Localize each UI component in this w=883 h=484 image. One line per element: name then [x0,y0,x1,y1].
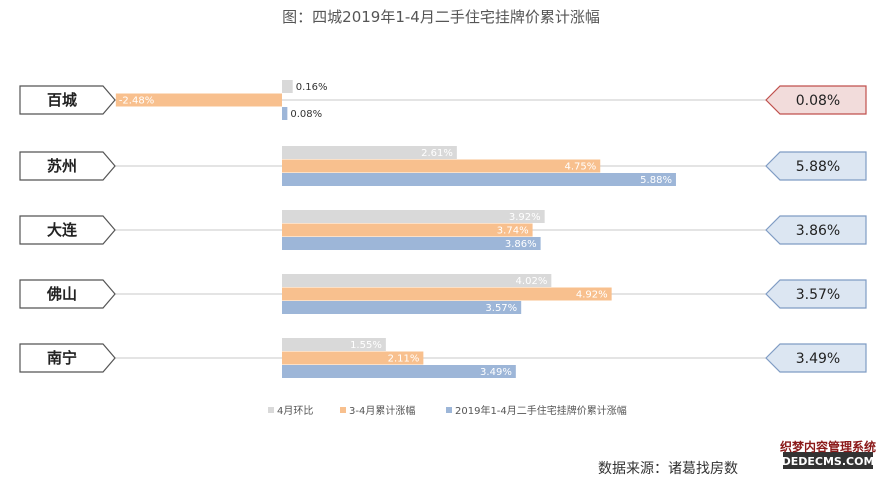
legend-item: 2019年1-4月二手住宅挂牌价累计涨幅 [446,404,627,417]
legend-swatch [268,407,274,413]
chart-rows: 百城 0.16% -2.48% 0.08% 0.08% 苏州 2.61% 4.75% 5.88%… [19,80,867,378]
watermark-line2: DEDECMS.COM [782,455,875,468]
data-label: 1.55% [350,340,382,351]
callout-value: 3.49% [796,351,840,367]
data-label: 4.02% [516,276,548,287]
bar [282,287,612,301]
data-label: 3.74% [497,226,529,237]
data-label: 0.08% [290,109,322,120]
callout-value: 3.86% [796,223,840,239]
bar [115,93,282,107]
chart-row: 南宁 1.55% 2.11% 3.49% 3.49% [19,338,867,378]
data-label: 2.61% [421,148,453,159]
watermark-line1: 织梦内容管理系统 [780,439,876,454]
chart-row: 苏州 2.61% 4.75% 5.88% 5.88% [19,146,867,186]
bar [282,223,533,237]
callout-value: 0.08% [796,93,840,109]
data-label: 3.57% [485,303,517,314]
bar [282,301,522,314]
bar [282,173,676,186]
category-label: 大连 [47,221,78,239]
chart-row: 佛山 4.02% 4.92% 3.57% 3.57% [19,274,867,314]
bar [282,210,545,223]
callout-box [765,85,867,115]
bar [282,146,457,159]
legend-label: 3-4月累计涨幅 [349,404,415,417]
category-box [19,85,116,115]
callout-value: 3.57% [796,287,840,303]
data-label: 4.92% [576,290,608,301]
source-note: 数据来源：诸葛找房数 [598,461,738,477]
category-label: 佛山 [46,285,77,303]
bar [282,351,424,365]
data-label: 3.92% [509,212,541,223]
bar [282,274,552,287]
category-label: 百城 [47,91,77,109]
category-box [19,343,116,373]
data-label: 3.86% [505,239,537,250]
bar [282,237,541,250]
legend: 4月环比 3-4月累计涨幅 2019年1-4月二手住宅挂牌价累计涨幅 [268,404,627,417]
data-label: 4.75% [564,162,596,173]
callout-box [765,279,867,309]
bar [282,107,288,120]
data-label: -2.48% [119,96,154,107]
data-label: 5.88% [640,175,672,186]
category-box [19,215,116,245]
data-label: 3.49% [480,367,512,378]
chart-title: 图：四城2019年1-4月二手住宅挂牌价累计涨幅 [282,8,600,26]
data-label: 0.16% [296,82,328,93]
callout-box [765,215,867,245]
legend-item: 4月环比 [268,405,313,417]
watermark: 织梦内容管理系统 DEDECMS.COM [780,439,876,469]
category-label: 苏州 [47,157,77,175]
legend-item: 3-4月累计涨幅 [340,404,415,417]
bar [282,80,293,93]
callout-box [765,343,867,373]
category-box [19,151,116,181]
bar [282,365,516,378]
chart-row: 百城 0.16% -2.48% 0.08% 0.08% [19,80,867,120]
data-label: 2.11% [388,354,420,365]
legend-swatch [446,407,452,413]
legend-label: 4月环比 [277,405,313,417]
callout-value: 5.88% [796,159,840,175]
category-box [19,279,116,309]
bar [282,159,601,173]
chart-row: 大连 3.92% 3.74% 3.86% 3.86% [19,210,867,250]
legend-label: 2019年1-4月二手住宅挂牌价累计涨幅 [455,404,627,417]
category-label: 南宁 [47,349,77,367]
bar [282,338,386,351]
legend-swatch [340,407,346,413]
callout-box [765,151,867,181]
